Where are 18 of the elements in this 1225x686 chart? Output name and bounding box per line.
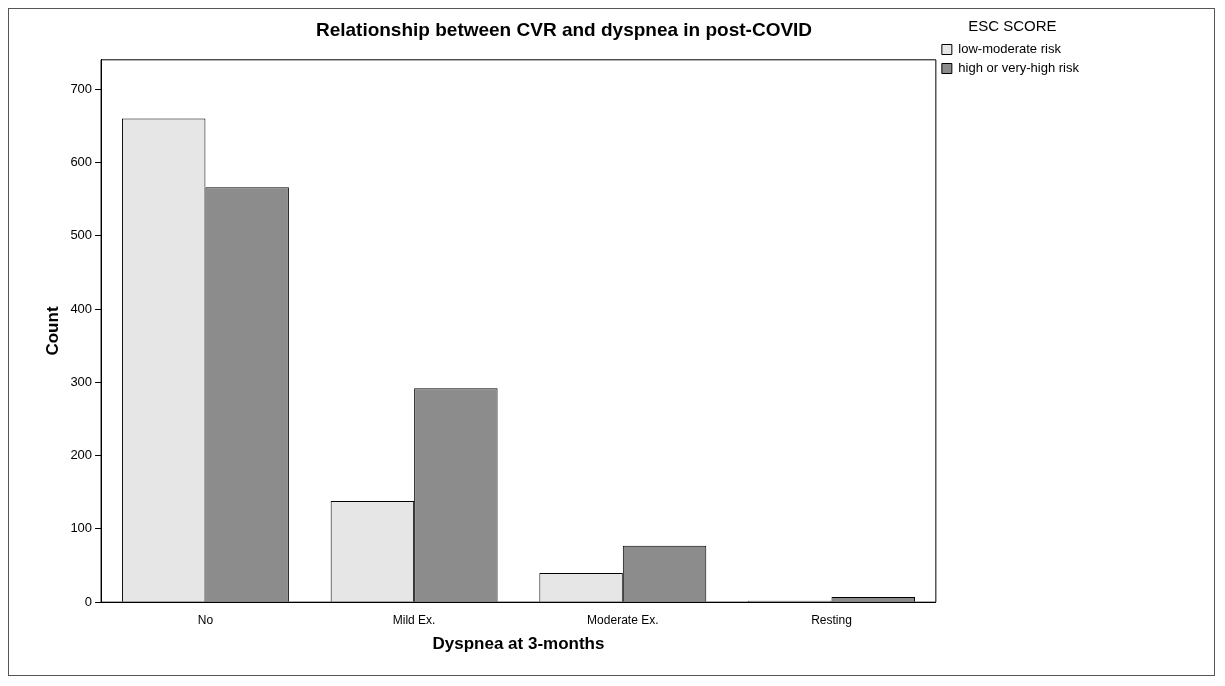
y-tick-label: 300	[70, 373, 93, 389]
x-axis-title: Dyspnea at 3-months	[432, 634, 605, 654]
x-tick-label: Resting	[811, 612, 852, 627]
y-tick-label: 100	[70, 520, 93, 536]
legend-title: ESC SCORE	[968, 16, 1057, 34]
y-tick-label: 600	[70, 153, 93, 169]
legend-label: high or very-high risk	[958, 60, 1080, 76]
y-tick-label: 0	[84, 593, 93, 609]
y-tick-label: 400	[70, 300, 93, 316]
x-tick-label: No	[197, 612, 214, 627]
x-tick-label: Moderate Ex.	[587, 612, 659, 627]
x-tick-label: Mild Ex.	[392, 612, 436, 627]
chart-title: Relationship between CVR and dyspnea in post-COVID	[315, 18, 813, 40]
y-tick-label: 500	[70, 227, 93, 243]
y-tick-label: 700	[70, 80, 93, 96]
y-axis-title: Count	[42, 306, 62, 356]
legend-label: low-moderate risk	[958, 41, 1062, 57]
y-tick-label: 200	[70, 447, 93, 463]
